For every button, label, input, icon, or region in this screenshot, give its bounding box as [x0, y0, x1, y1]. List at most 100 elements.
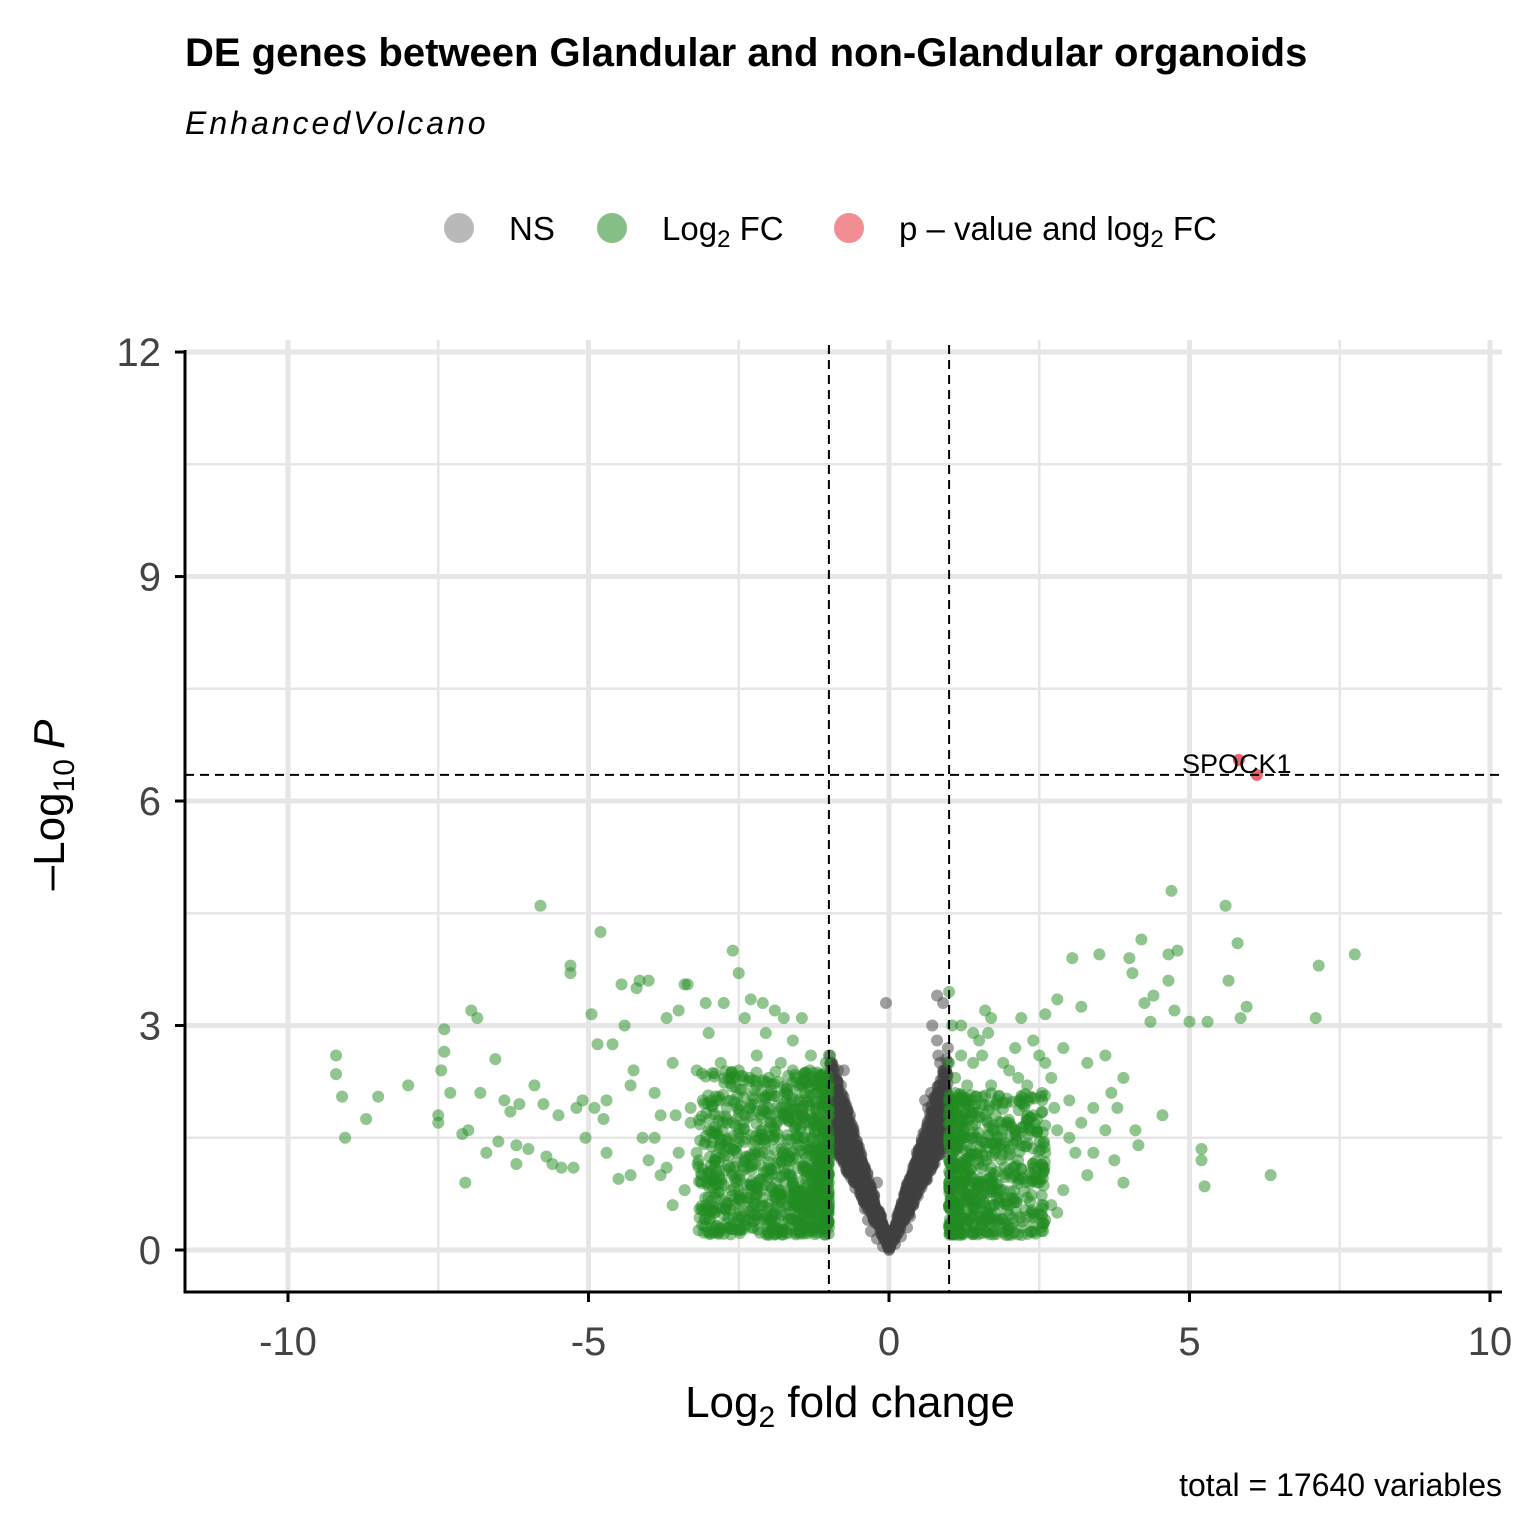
fc-point — [1035, 1198, 1048, 1211]
fc-point — [1021, 1191, 1034, 1204]
fc-point — [1108, 1154, 1121, 1167]
fc-point — [801, 1143, 814, 1156]
fc-point — [748, 1092, 761, 1105]
fc-point — [976, 1049, 989, 1062]
fc-point — [732, 1064, 745, 1077]
fc-point — [756, 1191, 769, 1204]
fc-point — [555, 1161, 568, 1174]
fc-point — [762, 1101, 775, 1114]
fc-point — [804, 1206, 817, 1219]
legend-marker-ns — [444, 213, 474, 243]
grid — [185, 340, 1502, 1292]
fc-point — [1138, 997, 1151, 1010]
x-tick-label: -10 — [259, 1320, 317, 1364]
fc-point — [792, 1079, 805, 1092]
ns-point — [919, 1131, 932, 1144]
fc-point — [489, 1053, 502, 1066]
fc-point — [792, 1221, 805, 1234]
fc-point — [1240, 1000, 1253, 1013]
fc-point — [735, 1223, 748, 1236]
pfc-point — [1232, 753, 1245, 766]
fc-point — [702, 1124, 715, 1137]
fc-point — [510, 1157, 523, 1170]
fc-point — [1015, 1221, 1028, 1234]
fc-point — [690, 1064, 703, 1077]
fc-point — [666, 1199, 679, 1212]
fc-point — [1039, 1056, 1052, 1069]
fc-point — [943, 1131, 956, 1144]
ns-point — [941, 1041, 954, 1054]
fc-point — [796, 1160, 809, 1173]
fc-point — [522, 1142, 535, 1155]
fc-point — [822, 1131, 835, 1144]
fc-point — [1312, 959, 1325, 972]
fc-point — [339, 1131, 352, 1144]
fc-point — [973, 1176, 986, 1189]
fc-point — [1069, 1146, 1082, 1159]
ns-point — [916, 1165, 929, 1178]
fc-point — [1234, 1012, 1247, 1025]
fc-point — [510, 1139, 523, 1152]
fc-point — [755, 1131, 768, 1144]
fc-point — [1024, 1090, 1037, 1103]
fc-point — [726, 944, 739, 957]
fc-point — [1051, 1206, 1064, 1219]
fc-point — [1075, 1000, 1088, 1013]
x-tick-label: 10 — [1468, 1320, 1513, 1364]
fc-point — [798, 1116, 811, 1129]
fc-point — [985, 1012, 998, 1025]
fc-point — [1183, 1015, 1196, 1028]
ns-point — [910, 1187, 923, 1200]
fc-point — [600, 1146, 613, 1159]
fc-point — [714, 1139, 727, 1152]
fc-point — [717, 997, 730, 1010]
ns-point — [913, 1146, 926, 1159]
fc-point — [1117, 1071, 1130, 1084]
fc-point — [1009, 1041, 1022, 1054]
fc-point — [1219, 899, 1232, 912]
fc-point — [534, 899, 547, 912]
fc-point — [1105, 1086, 1118, 1099]
ns-point — [870, 1176, 883, 1189]
fc-point — [780, 1154, 793, 1167]
fc-point — [474, 1086, 487, 1099]
fc-point — [955, 1019, 968, 1032]
fc-point — [985, 1184, 998, 1197]
fc-point — [1036, 1105, 1049, 1118]
fc-point — [1348, 948, 1361, 961]
fc-point — [627, 1064, 640, 1077]
fc-point — [1099, 1049, 1112, 1062]
fc-point — [669, 1109, 682, 1122]
fc-point — [996, 1102, 1009, 1115]
fc-point — [943, 1221, 956, 1234]
fc-point — [1035, 1189, 1048, 1202]
fc-point — [606, 1038, 619, 1051]
fc-point — [720, 1216, 733, 1229]
fc-point — [707, 1206, 720, 1219]
ns-point — [909, 1157, 922, 1170]
fc-point — [1029, 1155, 1042, 1168]
fc-point — [961, 1154, 974, 1167]
fc-point — [810, 1139, 823, 1152]
fc-point — [1264, 1169, 1277, 1182]
fc-point — [591, 1038, 604, 1051]
fc-point — [726, 1169, 739, 1182]
fc-point — [1014, 1127, 1027, 1140]
legend-label-ns: NS — [509, 210, 555, 247]
fc-point — [987, 1199, 1000, 1212]
fc-point — [750, 1049, 763, 1062]
ns-point — [867, 1194, 880, 1207]
fc-point — [967, 1221, 980, 1234]
fc-point — [1168, 1004, 1181, 1017]
fc-point — [1063, 1094, 1076, 1107]
fc-point — [684, 1116, 697, 1129]
fc-point — [1036, 1094, 1049, 1107]
fc-point — [822, 1176, 835, 1189]
fc-point — [492, 1135, 505, 1148]
ns-point — [922, 1101, 935, 1114]
fc-point — [528, 1079, 541, 1092]
fc-point — [624, 1169, 637, 1182]
fc-point — [1081, 1056, 1094, 1069]
fc-point — [648, 1086, 661, 1099]
fc-point — [1051, 993, 1064, 1006]
